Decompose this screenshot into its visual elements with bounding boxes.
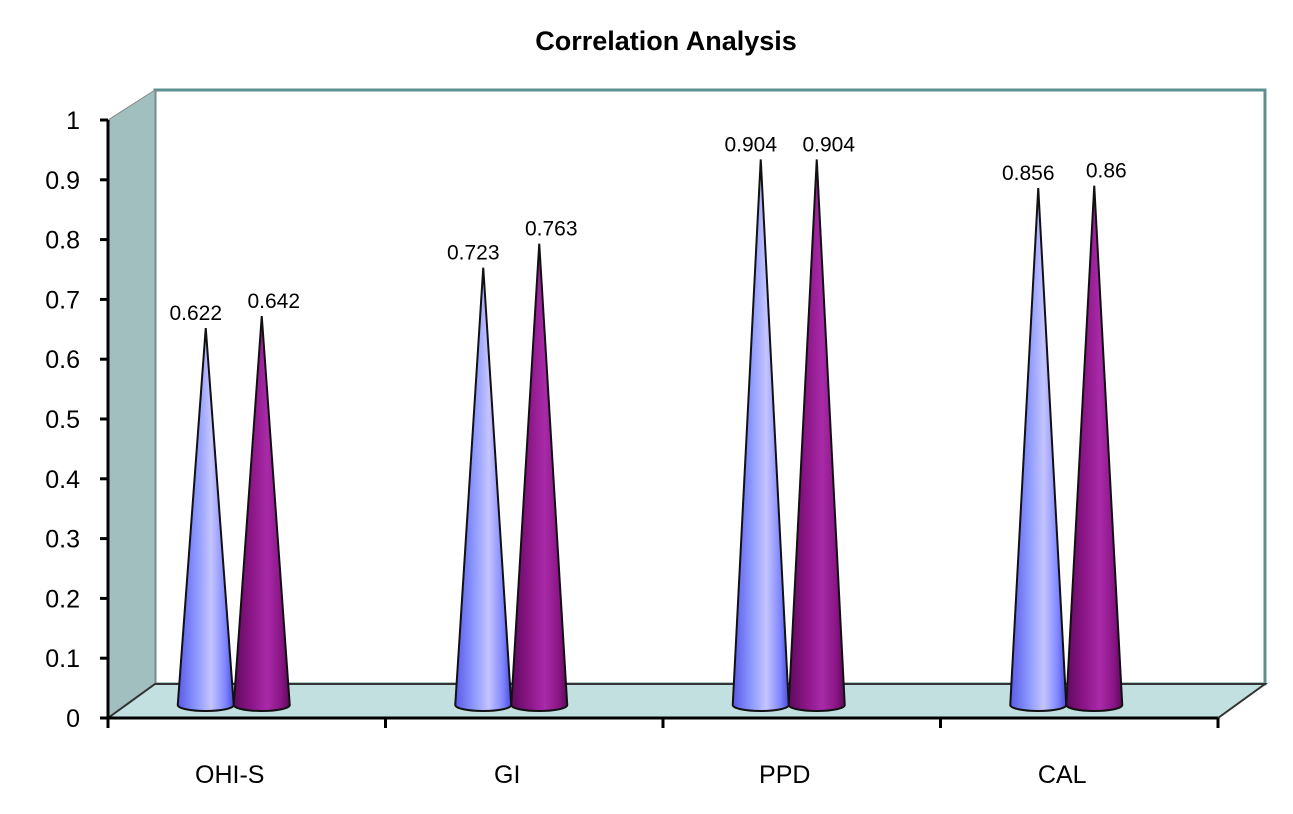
y-tick-label: 1 [66, 107, 80, 135]
cone-cal-series-2 [1065, 185, 1124, 712]
y-tick-label: 0.1 [45, 645, 80, 673]
cone-cal-series-1 [1009, 188, 1068, 712]
y-tick-label: 0.8 [45, 227, 80, 255]
side-wall [107, 89, 156, 719]
cone-mark [1065, 185, 1124, 712]
y-tick-label: 0.3 [45, 526, 80, 554]
cone-mark [787, 159, 846, 712]
data-label: 0.723 [447, 242, 500, 265]
x-category-label: OHI-S [195, 761, 264, 789]
cone-mark [176, 327, 235, 712]
cone-ohi-s-series-2 [232, 316, 291, 712]
cone-gi-series-1 [454, 267, 513, 712]
data-label: 0.86 [1086, 160, 1127, 183]
cone-mark [1009, 188, 1068, 712]
cone-series [176, 159, 1124, 712]
data-label: 0.622 [169, 302, 222, 325]
data-label: 0.763 [525, 218, 578, 241]
cone-mark [454, 267, 513, 712]
cone-mark [232, 316, 291, 712]
x-axis-ticks: OHI-S GI PPD CAL [106, 718, 1220, 789]
data-label: 0.856 [1002, 162, 1055, 185]
cone-ppd-series-1 [731, 159, 790, 712]
cone-mark [731, 159, 790, 712]
x-category-label: PPD [759, 761, 810, 789]
data-label: 0.904 [724, 133, 777, 156]
cone-ppd-series-2 [787, 159, 846, 712]
chart-title: Correlation Analysis [535, 26, 797, 56]
data-label: 0.642 [247, 290, 300, 313]
data-label: 0.904 [802, 133, 855, 156]
data-labels: 0.622 0.642 0.723 0.763 0.904 0.904 0.856 0.86 [169, 133, 1126, 325]
x-category-label: CAL [1038, 761, 1087, 789]
cone-gi-series-2 [510, 243, 569, 712]
y-tick-label: 0.4 [45, 466, 80, 494]
y-tick-label: 0.5 [45, 406, 80, 434]
y-axis-ticks: 0 0.1 0.2 0.3 0.4 0.5 0.6 0.7 0.8 0.9 1 [45, 107, 108, 733]
cone-ohi-s-series-1 [176, 327, 235, 712]
y-tick-label: 0 [66, 705, 80, 733]
y-tick-label: 0.9 [45, 167, 80, 195]
cone-mark [510, 243, 569, 712]
y-tick-label: 0.2 [45, 585, 80, 613]
x-category-label: GI [494, 761, 520, 789]
y-tick-label: 0.6 [45, 346, 80, 374]
y-tick-label: 0.7 [45, 286, 80, 314]
